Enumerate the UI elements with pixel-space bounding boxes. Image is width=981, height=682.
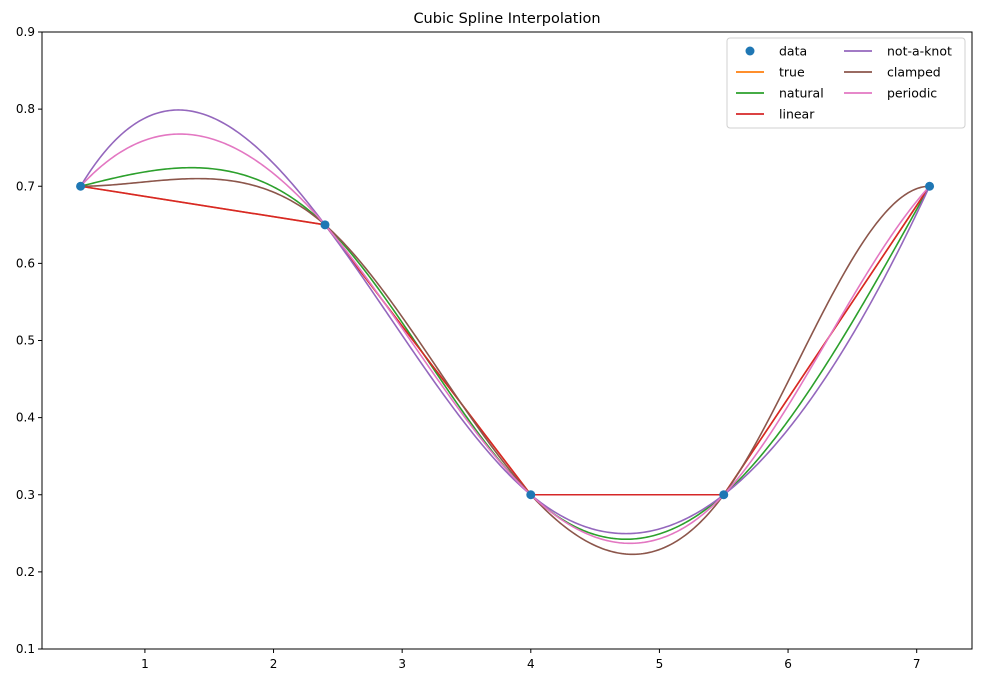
data-point [76,181,86,191]
y-tick-label: 0.3 [16,488,35,502]
data-point [320,220,330,230]
legend-label: linear [779,107,815,122]
y-tick-label: 0.7 [16,179,35,193]
legend-label: true [779,65,805,80]
legend-label: data [779,44,807,59]
x-tick-label: 4 [527,657,535,671]
data-point [526,490,536,500]
legend-marker-data [745,46,755,56]
data-point [925,181,935,191]
legend-frame [726,37,966,129]
legend: data true natural linear not-a-knot clamped pe… [726,37,966,129]
y-tick-label: 0.2 [16,565,35,579]
x-tick-label: 1 [141,657,149,671]
x-axis: 1 2 3 4 5 6 7 [141,649,921,671]
y-tick-label: 0.1 [16,642,35,656]
y-tick-label: 0.9 [16,25,35,39]
legend-label: periodic [887,86,937,101]
x-tick-label: 2 [270,657,278,671]
y-axis: 0.1 0.2 0.3 0.4 0.5 0.6 0.7 0.8 0.9 [16,25,42,656]
x-tick-label: 5 [656,657,664,671]
series-line-periodic [80,133,931,545]
y-tick-label: 0.4 [16,411,35,425]
chart-title: Cubic Spline Interpolation [413,11,600,27]
series-line-not-a-knot [79,109,931,535]
x-tick-label: 6 [784,657,792,671]
y-tick-label: 0.5 [16,334,35,348]
legend-label: not-a-knot [887,44,952,59]
legend-label: clamped [887,65,941,80]
series-line-clamped [80,177,930,556]
y-tick-label: 0.6 [16,256,35,270]
x-tick-label: 3 [398,657,406,671]
plot-area [79,109,931,556]
x-tick-label: 7 [913,657,921,671]
data-points [76,181,935,500]
y-tick-label: 0.8 [16,102,35,116]
series-line-true [80,185,931,496]
data-point [719,490,729,500]
legend-label: natural [779,86,824,101]
series-line-linear [80,185,931,496]
